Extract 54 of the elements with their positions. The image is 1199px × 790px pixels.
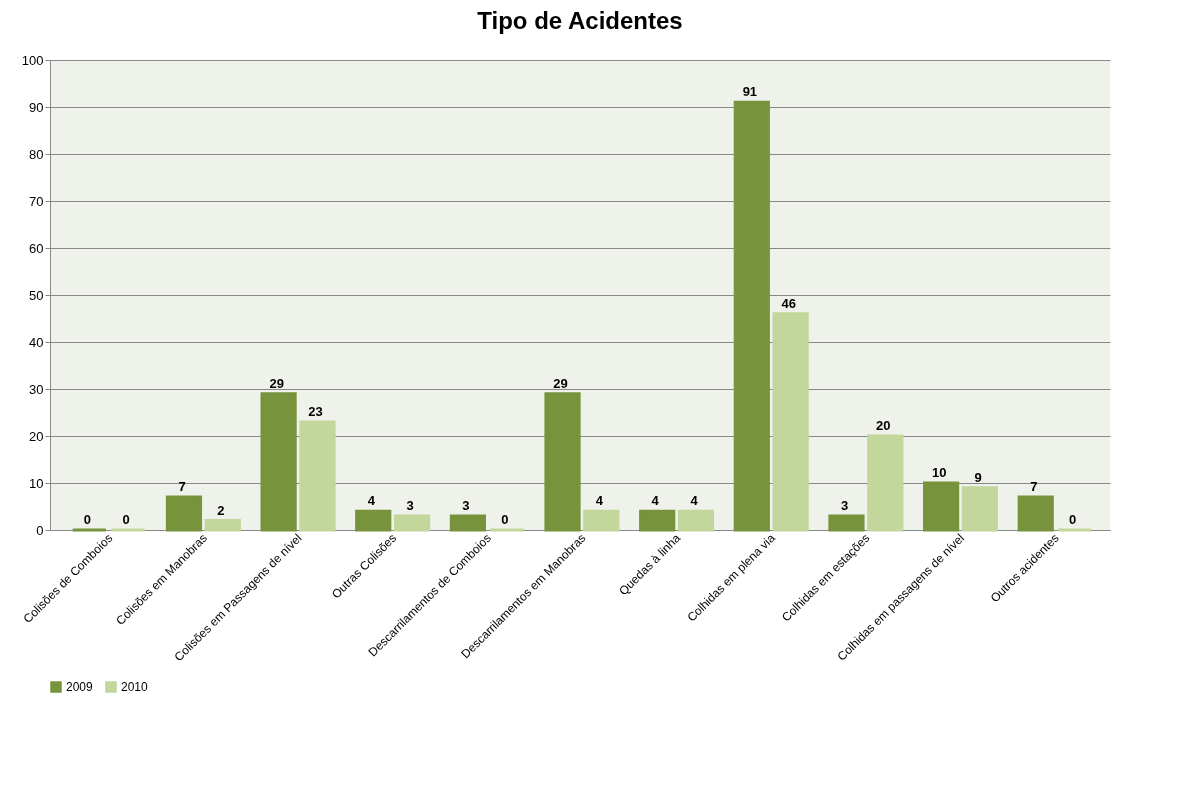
y-tick-label: 10 xyxy=(29,475,44,491)
y-tick-label: 40 xyxy=(29,334,44,350)
data-label: 4 xyxy=(651,493,660,509)
data-label: 9 xyxy=(974,469,982,485)
legend-label: 2010 xyxy=(121,680,149,694)
data-label: 0 xyxy=(501,512,509,527)
bar xyxy=(299,420,336,532)
y-tick-label: 80 xyxy=(29,146,44,162)
bar xyxy=(544,392,581,532)
data-label: 4 xyxy=(690,493,699,509)
bar xyxy=(923,481,960,532)
y-tick-label: 90 xyxy=(29,99,44,115)
bar xyxy=(449,514,486,532)
data-label: 91 xyxy=(742,84,758,100)
legend-label: 2009 xyxy=(66,680,94,694)
bar xyxy=(583,509,620,532)
data-label: 10 xyxy=(931,465,947,480)
data-label: 29 xyxy=(553,375,568,391)
data-label: 0 xyxy=(1069,512,1077,527)
data-label: 7 xyxy=(1030,479,1038,495)
y-tick-label: 50 xyxy=(29,287,44,303)
bar xyxy=(961,486,999,532)
chart-title: Tipo de Acidentes xyxy=(477,7,683,34)
data-label: 4 xyxy=(595,493,604,509)
bar xyxy=(393,514,431,532)
y-tick-label: 100 xyxy=(21,52,44,68)
y-tick-label: 20 xyxy=(29,428,44,444)
bar xyxy=(867,434,904,532)
y-tick-label: 70 xyxy=(29,193,44,209)
data-label: 29 xyxy=(269,375,284,391)
bar xyxy=(260,392,297,532)
data-label: 2 xyxy=(217,502,225,518)
bar xyxy=(639,509,676,532)
bar xyxy=(204,519,241,532)
data-label: 3 xyxy=(406,497,414,513)
bar xyxy=(677,509,715,532)
data-label: 7 xyxy=(178,479,186,495)
bar xyxy=(165,495,203,532)
data-label: 0 xyxy=(122,512,130,527)
y-tick-label: 0 xyxy=(36,522,44,538)
bar xyxy=(733,100,770,532)
y-tick-label: 60 xyxy=(29,240,44,256)
bar xyxy=(772,312,809,532)
data-label: 46 xyxy=(781,295,796,311)
data-label: 4 xyxy=(367,493,376,509)
data-label: 3 xyxy=(462,497,470,513)
data-label: 20 xyxy=(876,418,891,433)
data-label: 3 xyxy=(840,497,849,513)
bar xyxy=(355,509,392,532)
y-tick-label: 30 xyxy=(29,381,44,397)
bar xyxy=(828,514,865,532)
data-label: 0 xyxy=(83,512,91,527)
bar xyxy=(1017,495,1054,532)
data-label: 23 xyxy=(308,403,323,419)
